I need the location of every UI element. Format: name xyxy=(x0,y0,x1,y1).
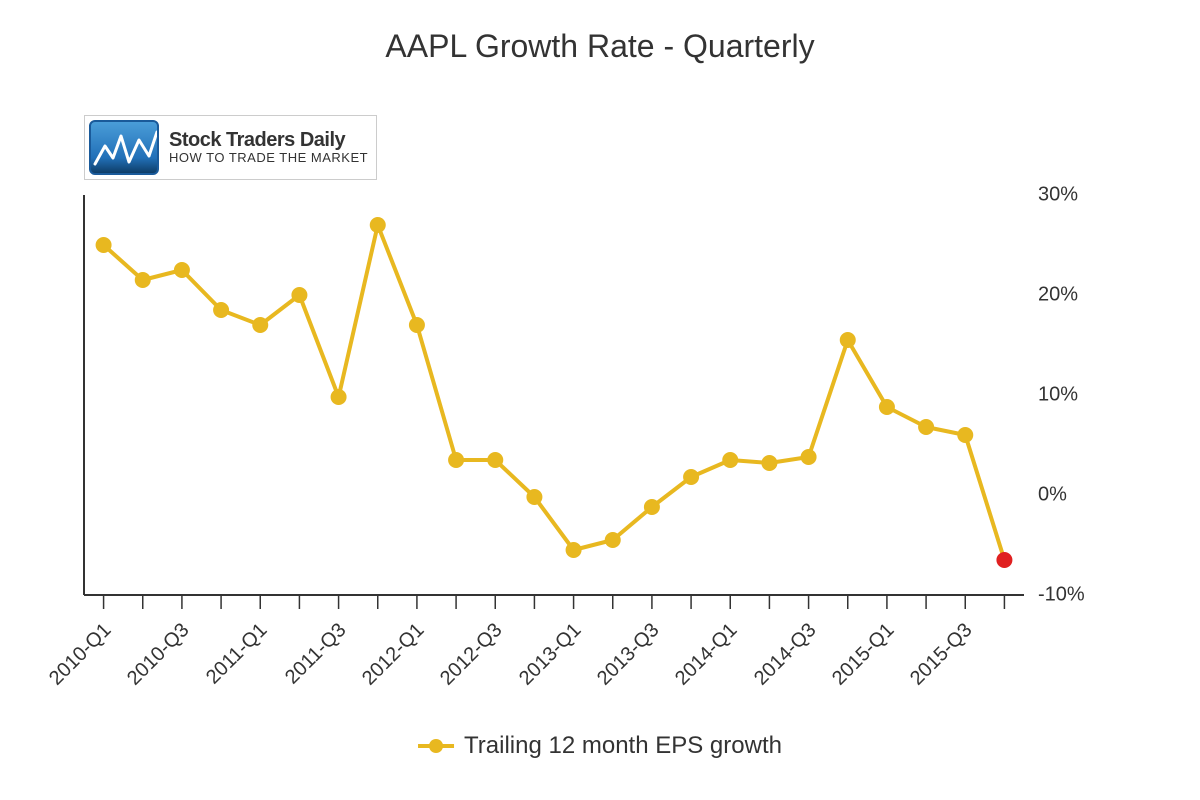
y-tick-label: 20% xyxy=(1038,284,1078,307)
x-tick-label: 2011-Q3 xyxy=(281,619,351,689)
legend-label: Trailing 12 month EPS growth xyxy=(464,732,782,760)
legend: Trailing 12 month EPS growth xyxy=(418,732,782,760)
chart-svg xyxy=(84,195,1024,615)
plot-area xyxy=(84,195,1024,595)
x-tick-label: 2015-Q3 xyxy=(906,619,977,690)
x-tick-label: 2015-Q1 xyxy=(828,619,899,690)
logo-sub-text: HOW TO TRADE THE MARKET xyxy=(169,151,368,165)
y-tick-label: 30% xyxy=(1038,184,1078,207)
chart-title: AAPL Growth Rate - Quarterly xyxy=(0,0,1200,65)
legend-dot xyxy=(429,739,443,753)
x-tick-label: 2014-Q3 xyxy=(750,619,821,690)
y-tick-label: 0% xyxy=(1038,484,1067,507)
x-tick-label: 2011-Q1 xyxy=(202,619,272,689)
logo-text: Stock Traders Daily HOW TO TRADE THE MAR… xyxy=(169,129,368,165)
legend-marker xyxy=(418,739,454,753)
x-tick-label: 2013-Q1 xyxy=(515,619,586,690)
y-tick-label: 10% xyxy=(1038,384,1078,407)
x-tick-label: 2010-Q3 xyxy=(123,619,194,690)
x-tick-label: 2013-Q3 xyxy=(593,619,664,690)
x-tick-label: 2012-Q1 xyxy=(358,619,429,690)
x-tick-label: 2010-Q1 xyxy=(45,619,116,690)
x-tick-label: 2012-Q3 xyxy=(436,619,507,690)
logo-main-text: Stock Traders Daily xyxy=(169,129,368,151)
y-tick-label: -10% xyxy=(1038,584,1085,607)
logo-box: Stock Traders Daily HOW TO TRADE THE MAR… xyxy=(84,115,377,180)
x-tick-label: 2014-Q1 xyxy=(671,619,742,690)
chart-container: AAPL Growth Rate - Quarterly Stock Trade… xyxy=(0,0,1200,800)
logo-icon xyxy=(89,120,159,175)
